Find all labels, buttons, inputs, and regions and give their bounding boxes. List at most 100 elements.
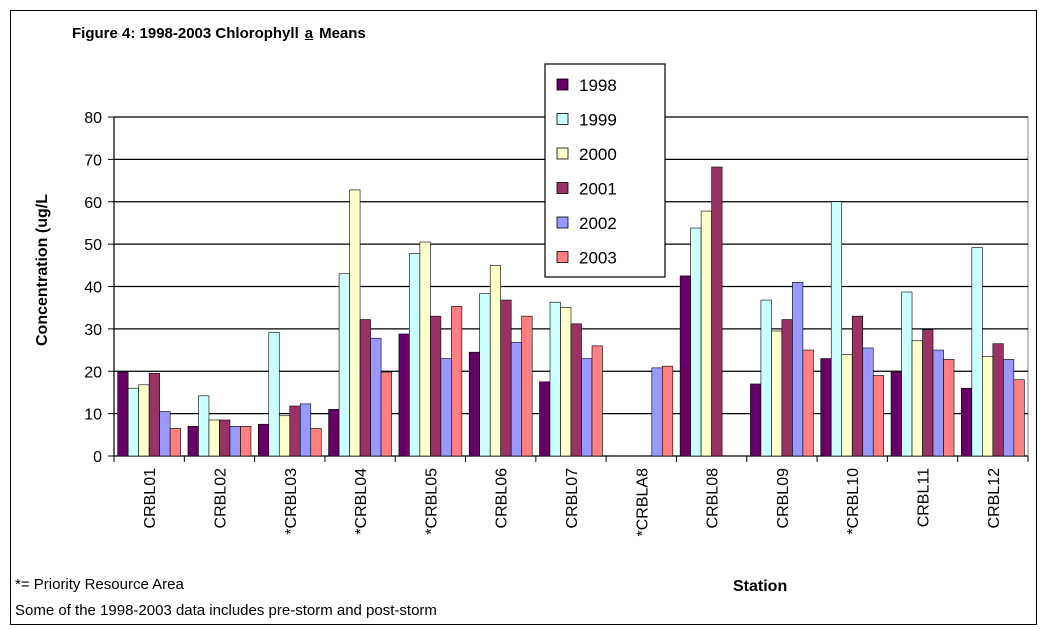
bar [662,365,674,457]
bar [539,381,551,457]
bar [419,241,431,457]
legend-box [544,63,666,278]
legend-label: 2002 [579,214,617,233]
bar [560,307,572,457]
y-tick-label: 60 [84,195,102,212]
bar [841,353,853,457]
bar [820,358,832,457]
bar [268,331,280,457]
bar [370,337,382,457]
bar [1013,379,1025,457]
bar [380,371,392,457]
bar [961,387,973,457]
bar [792,281,804,457]
bar [521,315,533,457]
bar [219,419,231,457]
chart-title: Figure 4: 1998-2003 Chlorophyll a Means [72,25,366,42]
bar [690,227,702,457]
x-tick-label: CRBL09 [775,468,792,529]
bar [1003,359,1015,457]
chart-title-suffix: Means [319,25,366,42]
bar [240,426,252,457]
legend-swatch [556,147,569,160]
bar [127,387,139,457]
x-tick-label: CRBL06 [494,468,511,529]
bar [489,265,501,457]
bar [700,210,712,457]
legend-swatch [556,113,569,125]
bar [992,343,1004,457]
bar [479,293,491,457]
x-tick-label: CRBL01 [142,468,159,529]
bar [169,428,181,457]
bar [510,342,522,457]
bar [802,349,814,457]
x-tick-label: CRBL11 [916,468,933,527]
chart-title-main: Figure 4: 1998-2003 Chlorophyll [72,25,299,42]
x-tick-label: *CRBL04 [353,468,370,535]
x-tick-label: CRBL07 [564,468,581,529]
bar [117,371,129,457]
bar [711,166,723,457]
bar [359,319,371,457]
storm-note: Some of the 1998-2003 data includes pre-… [15,602,437,619]
legend-swatch [556,216,569,229]
bar [187,426,199,457]
bar [872,375,885,457]
legend-swatch [556,78,569,91]
bar [911,340,923,457]
bar [679,275,691,457]
bar [198,395,210,457]
x-tick-label: CRBL02 [212,468,229,529]
bar [468,351,480,457]
y-tick-label: 10 [84,407,102,424]
bar [901,291,913,457]
legend-label: 2000 [579,145,617,164]
bar [349,189,361,457]
bar [651,367,663,457]
bar [500,299,512,457]
bar [781,319,793,457]
bar [208,419,220,457]
bar [310,428,322,457]
x-tick-label: CRBL08 [705,468,722,529]
bar [409,253,421,457]
bar [451,306,463,457]
bar [982,356,994,457]
bar [570,323,582,457]
bar [278,415,291,457]
bar [971,247,983,457]
x-tick-label: *CRBLA8 [634,468,651,537]
bar [760,299,772,457]
x-tick-label: CRBL12 [986,468,1003,529]
legend-label: 2001 [579,180,617,199]
bar [549,301,561,457]
legend-label: 1999 [579,111,617,130]
y-tick-label: 50 [84,237,102,254]
x-tick-label: *CRBL05 [423,468,440,535]
y-tick-label: 40 [84,280,102,297]
x-axis-label: Station [733,578,788,595]
bar [771,330,783,457]
chart-title-underlined: a [304,25,314,42]
legend-swatch [556,251,569,263]
y-tick-label: 30 [84,322,102,339]
x-tick-label: *CRBL03 [283,468,300,535]
bar [830,201,843,457]
bar [430,315,442,457]
priority-note: *= Priority Resource Area [15,576,184,593]
bar [581,358,593,457]
bar [440,358,452,457]
bar [398,333,410,457]
bar [932,349,944,457]
bar [750,383,762,457]
bar [257,423,270,457]
legend-label: 2003 [579,249,617,268]
y-tick-label: 0 [93,449,102,466]
bar [328,409,340,457]
bar [159,411,171,457]
y-tick-label: 80 [84,110,102,127]
y-tick-label: 20 [84,364,102,381]
bar [289,405,301,457]
